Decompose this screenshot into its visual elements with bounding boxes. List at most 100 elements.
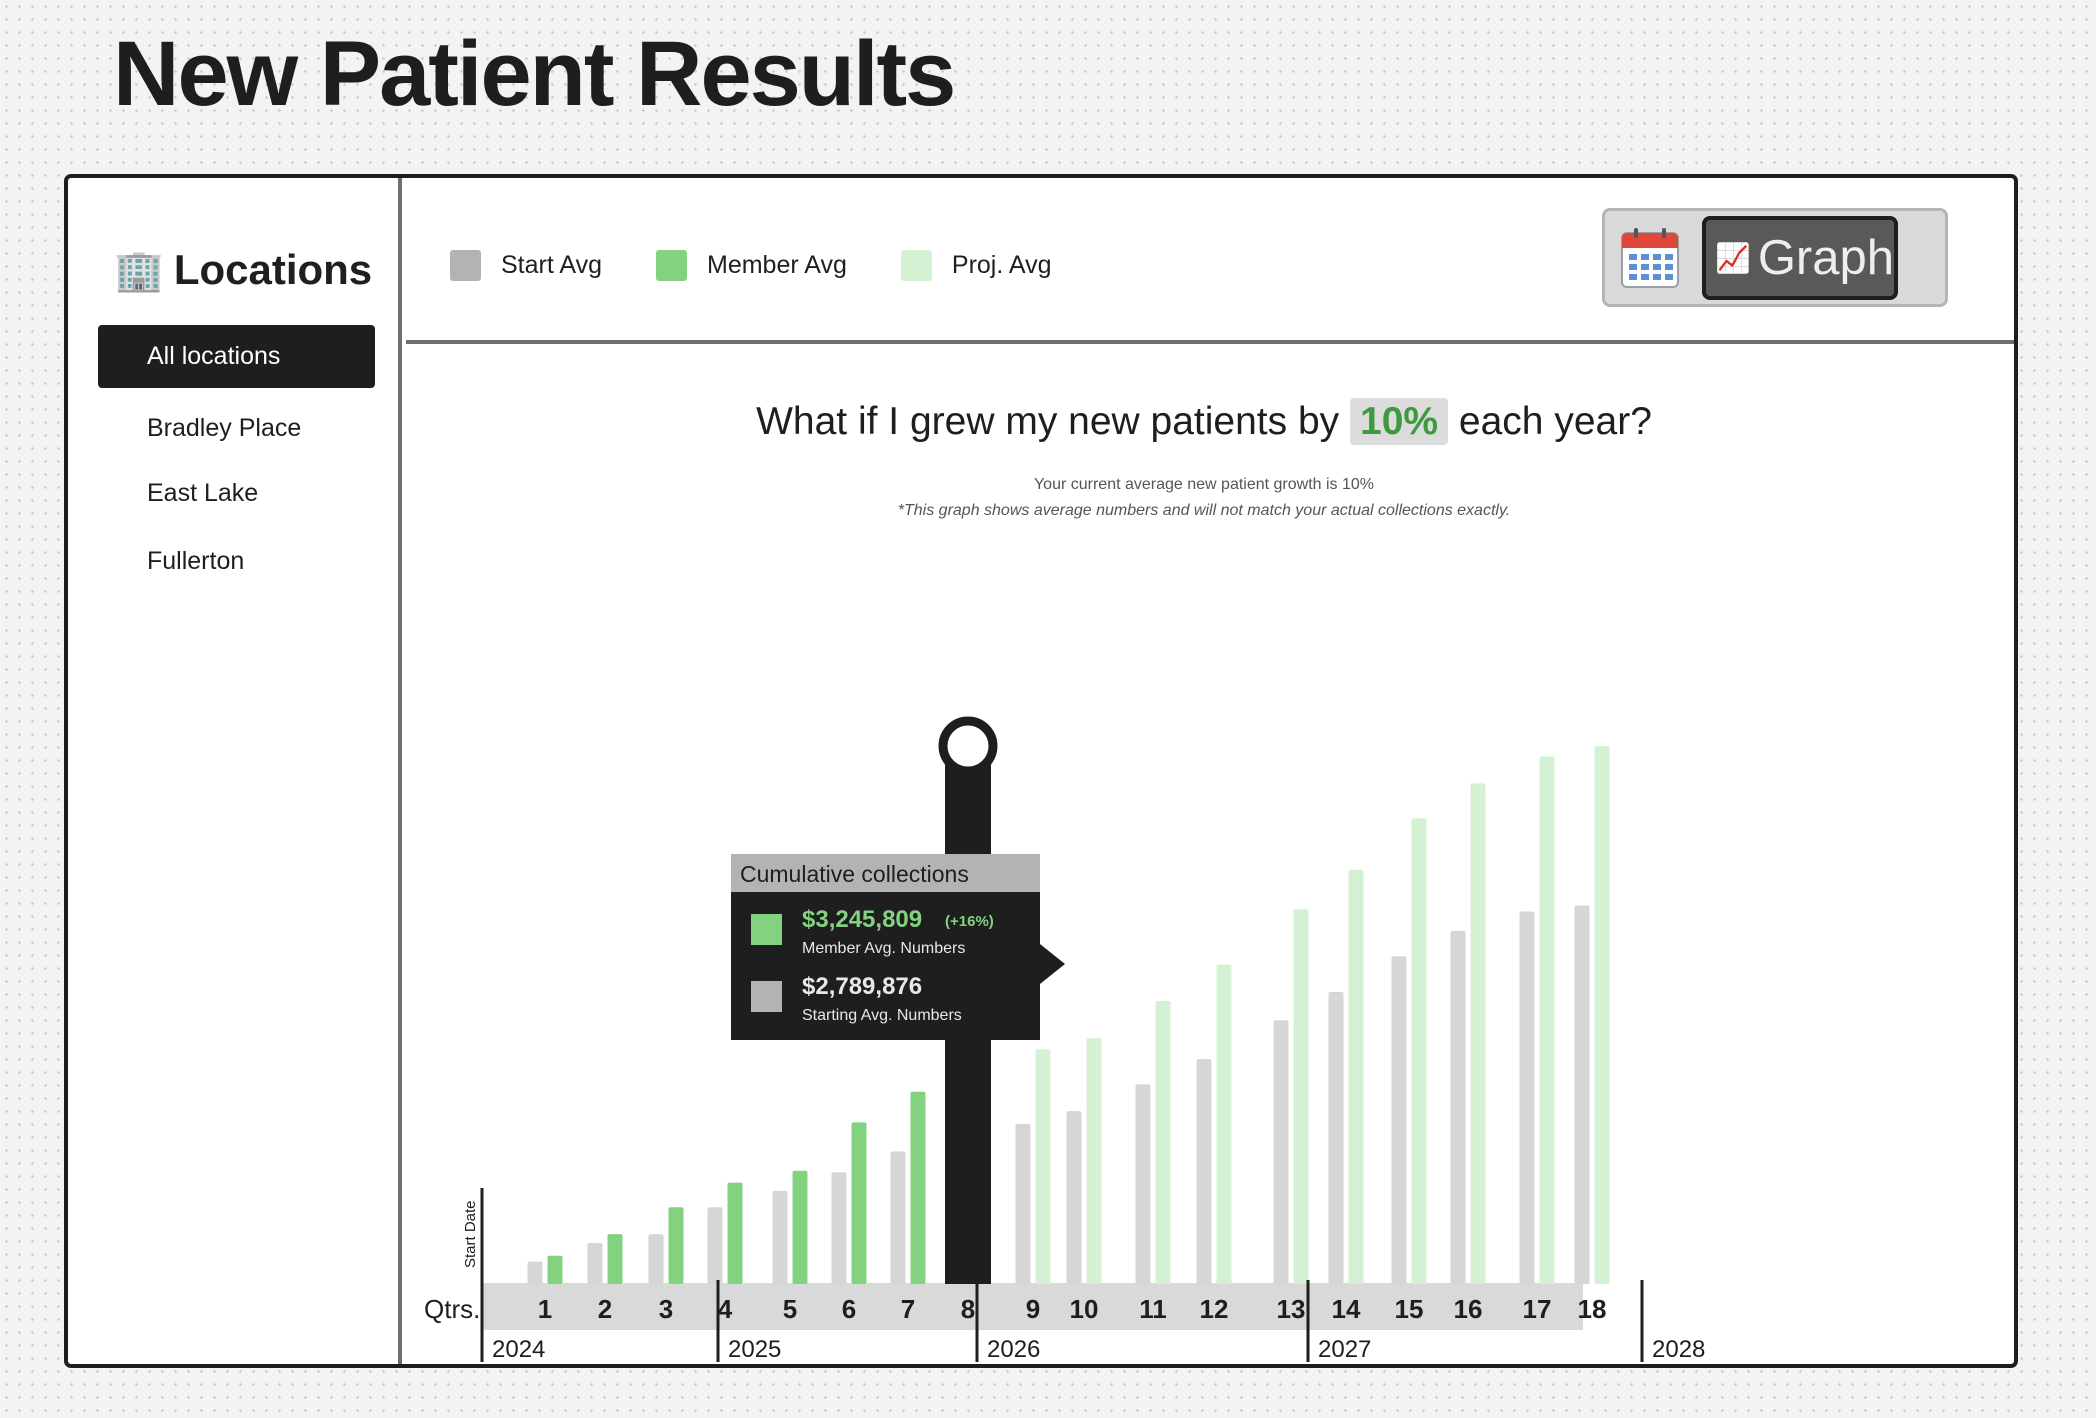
bar-proj-q9 (1035, 1049, 1051, 1284)
quarter-label-17: 17 (1523, 1294, 1552, 1324)
sidebar-item-east-lake[interactable]: East Lake (98, 462, 375, 525)
sidebar-item-label: All locations (147, 342, 281, 370)
graph-view-label: Graph (1757, 231, 1894, 285)
bar-proj-q10 (1086, 1038, 1102, 1284)
legend-start-avg: Start Avg (450, 250, 602, 281)
sidebar-item-bradley-place[interactable]: Bradley Place (98, 397, 375, 460)
bar-start-q17 (1519, 911, 1535, 1284)
year-label-2028: 2028 (1652, 1336, 1705, 1363)
bar-start-q5 (772, 1190, 788, 1284)
legend-proj-avg: Proj. Avg (900, 250, 1052, 281)
graph-view-button[interactable]: Graph (1702, 216, 1898, 300)
bar-start-q15 (1391, 956, 1407, 1284)
quarter-label-12: 12 (1200, 1294, 1229, 1324)
growth-question: What if I grew my new patients by 10% ea… (402, 398, 2006, 445)
calendar-icon (1621, 228, 1679, 288)
bar-start-q4 (707, 1207, 723, 1284)
bar-proj-q14 (1348, 869, 1364, 1284)
bar-proj-q11 (1155, 1000, 1171, 1284)
tooltip-member-change: (+16%) (945, 913, 994, 930)
bar-proj-q16 (1470, 783, 1486, 1284)
chart-increasing-icon (1717, 242, 1749, 274)
bar-start-q7 (890, 1151, 906, 1284)
sidebar-item-all-locations[interactable]: All locations (98, 325, 375, 388)
locations-title: Locations (173, 246, 373, 293)
year-label-2027: 2027 (1318, 1336, 1371, 1363)
header-divider (406, 340, 2014, 344)
bar-start-q1 (527, 1261, 543, 1284)
legend-member-avg: Member Avg (656, 250, 847, 281)
tooltip-swatch-member (751, 914, 782, 945)
legend-swatch-start (450, 250, 481, 281)
quarter-label-14: 14 (1332, 1294, 1361, 1324)
locations-heading: 🏢 Locations (114, 246, 372, 294)
quarter-label-6: 6 (842, 1294, 856, 1324)
x-axis-label: Qtrs. (424, 1294, 480, 1324)
tooltip-header (731, 854, 1040, 892)
calendar-view-button[interactable] (1619, 225, 1681, 291)
bar-proj-q13 (1293, 909, 1309, 1284)
quarter-label-1: 1 (538, 1294, 552, 1324)
tooltip-title: Cumulative collections (740, 861, 969, 887)
disclaimer-text: *This graph shows average numbers and wi… (897, 502, 1511, 519)
legend-swatch-member (656, 250, 687, 281)
bar-start-q13 (1273, 1020, 1289, 1284)
bar-proj-q12 (1216, 964, 1232, 1284)
bar-member-q3 (668, 1207, 684, 1284)
bar-member-q2 (607, 1234, 623, 1284)
quarter-label-2: 2 (598, 1294, 612, 1324)
bar-member-q4 (727, 1182, 743, 1284)
x-axis-band (483, 1283, 1583, 1330)
bar-start-q18 (1574, 905, 1590, 1284)
tooltip-start-value: $2,789,876 (802, 973, 922, 1000)
quarter-label-16: 16 (1454, 1294, 1483, 1324)
chart-legend: Start Avg Member Avg Proj. Avg (450, 250, 1106, 281)
bar-proj-q17 (1539, 756, 1555, 1284)
bar-member-q5 (792, 1170, 808, 1284)
legend-label-start: Start Avg (501, 251, 602, 279)
bar-start-q2 (587, 1243, 603, 1284)
tooltip-swatch-start (751, 981, 782, 1012)
legend-swatch-proj (900, 250, 932, 281)
tooltip-member-value: $3,245,809 (802, 906, 922, 933)
year-label-2025: 2025 (728, 1336, 781, 1363)
sidebar-item-fullerton[interactable]: Fullerton (98, 530, 375, 593)
bar-member-q6 (851, 1122, 867, 1284)
year-label-2026: 2026 (987, 1336, 1040, 1363)
year-label-2024: 2024 (492, 1336, 545, 1363)
growth-subtext: Your current average new patient growth … (1033, 476, 1375, 493)
view-toggle: Graph (1602, 208, 1948, 307)
chart-area: Start Avg Member Avg Proj. Avg (402, 178, 2014, 1364)
quarter-label-11: 11 (1139, 1294, 1167, 1324)
bar-start-q11 (1135, 1084, 1151, 1284)
legend-label-proj: Proj. Avg (951, 251, 1052, 279)
y-axis-label: Start Date (462, 1200, 479, 1268)
bar-start-q3 (648, 1234, 664, 1284)
sidebar-item-label: Fullerton (147, 547, 245, 575)
bar-start-q14 (1328, 991, 1344, 1284)
legend-label-member: Member Avg (707, 251, 847, 279)
quarter-label-4: 4 (718, 1294, 733, 1324)
bar-start-q6 (831, 1172, 847, 1284)
bar-proj-q18 (1594, 746, 1610, 1284)
question-suffix: each year? (1458, 400, 1652, 443)
current-quarter-handle[interactable] (938, 716, 998, 776)
quarter-label-9: 9 (1026, 1294, 1040, 1324)
quarter-label-7: 7 (901, 1294, 915, 1324)
tooltip-member-label: Member Avg. Numbers (802, 940, 965, 957)
bar-member-q1 (547, 1255, 563, 1284)
locations-sidebar: 🏢 Locations All locations Bradley Place … (68, 178, 402, 1364)
growth-percent-input[interactable]: 10% (1350, 398, 1449, 445)
bar-start-q9 (1015, 1123, 1031, 1284)
sidebar-item-label: Bradley Place (147, 414, 302, 442)
quarter-label-15: 15 (1395, 1294, 1424, 1324)
sidebar-item-label: East Lake (147, 479, 259, 507)
office-building-icon: 🏢 (114, 248, 164, 293)
quarter-label-18: 18 (1578, 1294, 1607, 1324)
bar-start-q10 (1066, 1111, 1082, 1284)
quarter-label-3: 3 (659, 1294, 673, 1324)
quarter-label-13: 13 (1277, 1294, 1306, 1324)
bar-start-q16 (1450, 930, 1466, 1284)
tooltip-start-label: Starting Avg. Numbers (802, 1007, 962, 1024)
